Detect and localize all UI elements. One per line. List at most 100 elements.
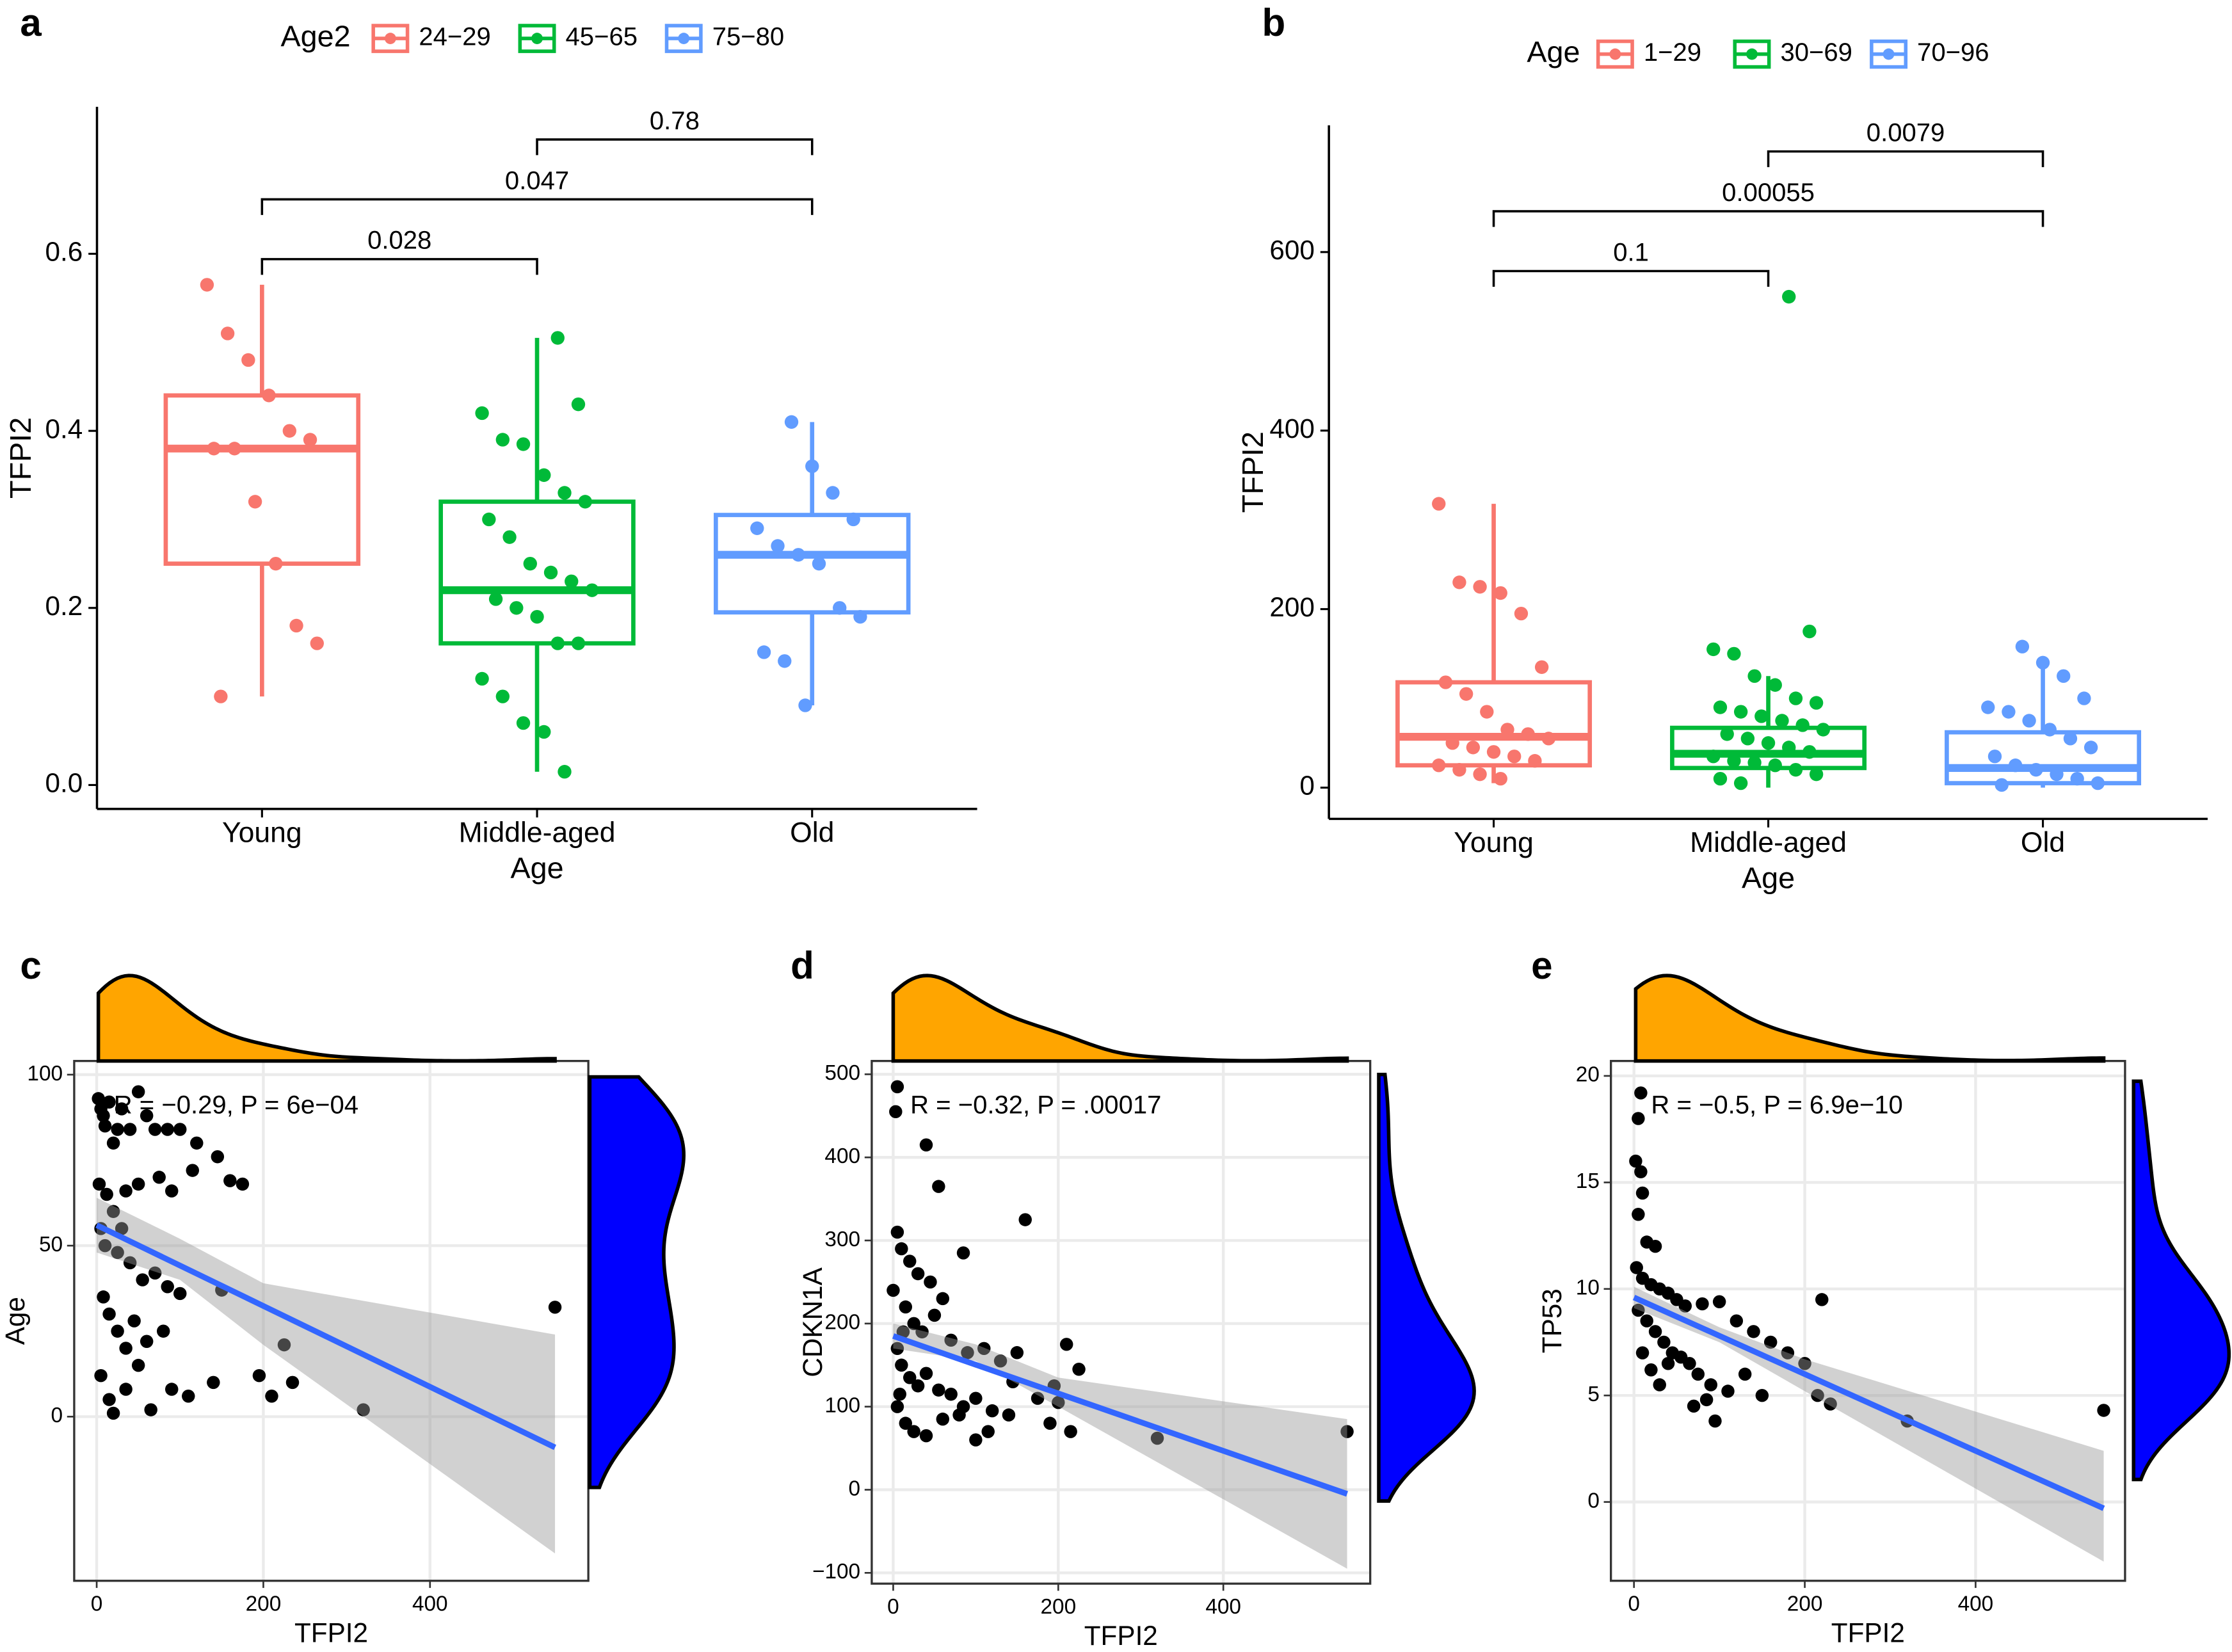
point (1052, 1395, 1065, 1409)
y-axis-title: Age (0, 1297, 30, 1345)
point (1653, 1378, 1666, 1391)
point (119, 1383, 132, 1396)
point (1699, 1393, 1714, 1407)
y-tick-label: 0.6 (45, 237, 83, 267)
point (1768, 678, 1782, 692)
point (1678, 1299, 1692, 1313)
point (1072, 1363, 1086, 1376)
point (1747, 1325, 1760, 1338)
point (1782, 289, 1796, 304)
point (140, 1109, 154, 1123)
y-tick-label: 15 (1576, 1169, 1600, 1193)
legend-title: Age (1527, 35, 1580, 68)
point (911, 1379, 925, 1393)
x-tick-label: 0 (91, 1592, 103, 1616)
point (915, 1325, 929, 1339)
density-x (1634, 974, 2106, 1063)
point (1534, 660, 1549, 674)
point (2070, 771, 2084, 786)
point (285, 1375, 300, 1390)
x-tick-label: 0 (887, 1595, 899, 1619)
point (1493, 771, 1507, 786)
y-tick-label: 0 (1587, 1489, 1600, 1512)
point (1528, 754, 1542, 768)
y-tick-label: 200 (824, 1311, 860, 1335)
legend-title: Age2 (281, 19, 351, 52)
y-tick-label: 200 (1269, 592, 1315, 622)
point (1811, 1388, 1824, 1402)
point (805, 459, 819, 474)
point (357, 1403, 370, 1416)
point (896, 1325, 910, 1339)
point (907, 1425, 920, 1438)
density-x (891, 974, 1349, 1063)
point (1802, 624, 1817, 639)
point (1795, 718, 1810, 732)
point (1768, 758, 1782, 773)
y-axis-title: TP53 (1537, 1288, 1567, 1353)
point (115, 1102, 129, 1116)
x-axis-title: Age (510, 851, 563, 885)
point (227, 442, 242, 456)
point (1473, 580, 1487, 594)
point (106, 1406, 120, 1420)
point (1747, 669, 1762, 683)
point (903, 1371, 917, 1384)
legend-label: 24−29 (419, 23, 490, 51)
panel-label: d (791, 944, 814, 987)
point (1995, 778, 2009, 792)
point (1514, 606, 1529, 621)
point (106, 1205, 120, 1218)
point (1648, 1325, 1662, 1338)
point (1031, 1391, 1045, 1405)
y-tick-label: 0.0 (45, 768, 83, 798)
point (482, 512, 496, 527)
point (2057, 669, 2071, 683)
point (585, 583, 599, 597)
y-tick-label: 400 (824, 1144, 860, 1168)
comparison-bracket (1492, 210, 2044, 227)
point (956, 1246, 970, 1260)
point (2077, 691, 2091, 705)
point (165, 1383, 179, 1396)
y-tick-label: 5 (1587, 1383, 1600, 1406)
fit-line (1632, 1295, 2105, 1511)
point (1632, 1303, 1645, 1317)
point (475, 406, 489, 421)
point (262, 389, 276, 403)
point (92, 1092, 105, 1105)
point (310, 636, 324, 650)
comparison-label: 0.78 (650, 107, 700, 135)
legend-label: 1−29 (1644, 38, 1701, 67)
annotation: R = −0.32, P = .00017 (910, 1091, 1161, 1119)
point (1630, 1261, 1643, 1274)
point (516, 716, 531, 730)
point (919, 1429, 933, 1443)
x-tick-label: Old (790, 817, 834, 849)
box (714, 513, 911, 615)
point (248, 495, 262, 509)
point (252, 1368, 266, 1383)
point (903, 1255, 917, 1268)
point (1466, 741, 1481, 755)
legend-key-dot (1883, 48, 1895, 60)
confidence-band (1634, 1287, 2104, 1562)
point (2035, 655, 2050, 670)
point (936, 1292, 950, 1306)
point (1632, 1208, 1645, 1221)
point (115, 1222, 129, 1235)
point (1018, 1213, 1032, 1226)
point (1432, 497, 1446, 511)
point (1815, 1293, 1829, 1306)
x-tick-label: 400 (1205, 1595, 1241, 1619)
point (1788, 691, 1803, 705)
point (100, 1187, 113, 1201)
point (1733, 776, 1748, 790)
point (1059, 1338, 1073, 1351)
point (131, 1177, 145, 1191)
point (1521, 727, 1535, 741)
point (1987, 750, 2002, 764)
point (102, 1393, 116, 1406)
y-tick-label: 300 (824, 1228, 860, 1251)
